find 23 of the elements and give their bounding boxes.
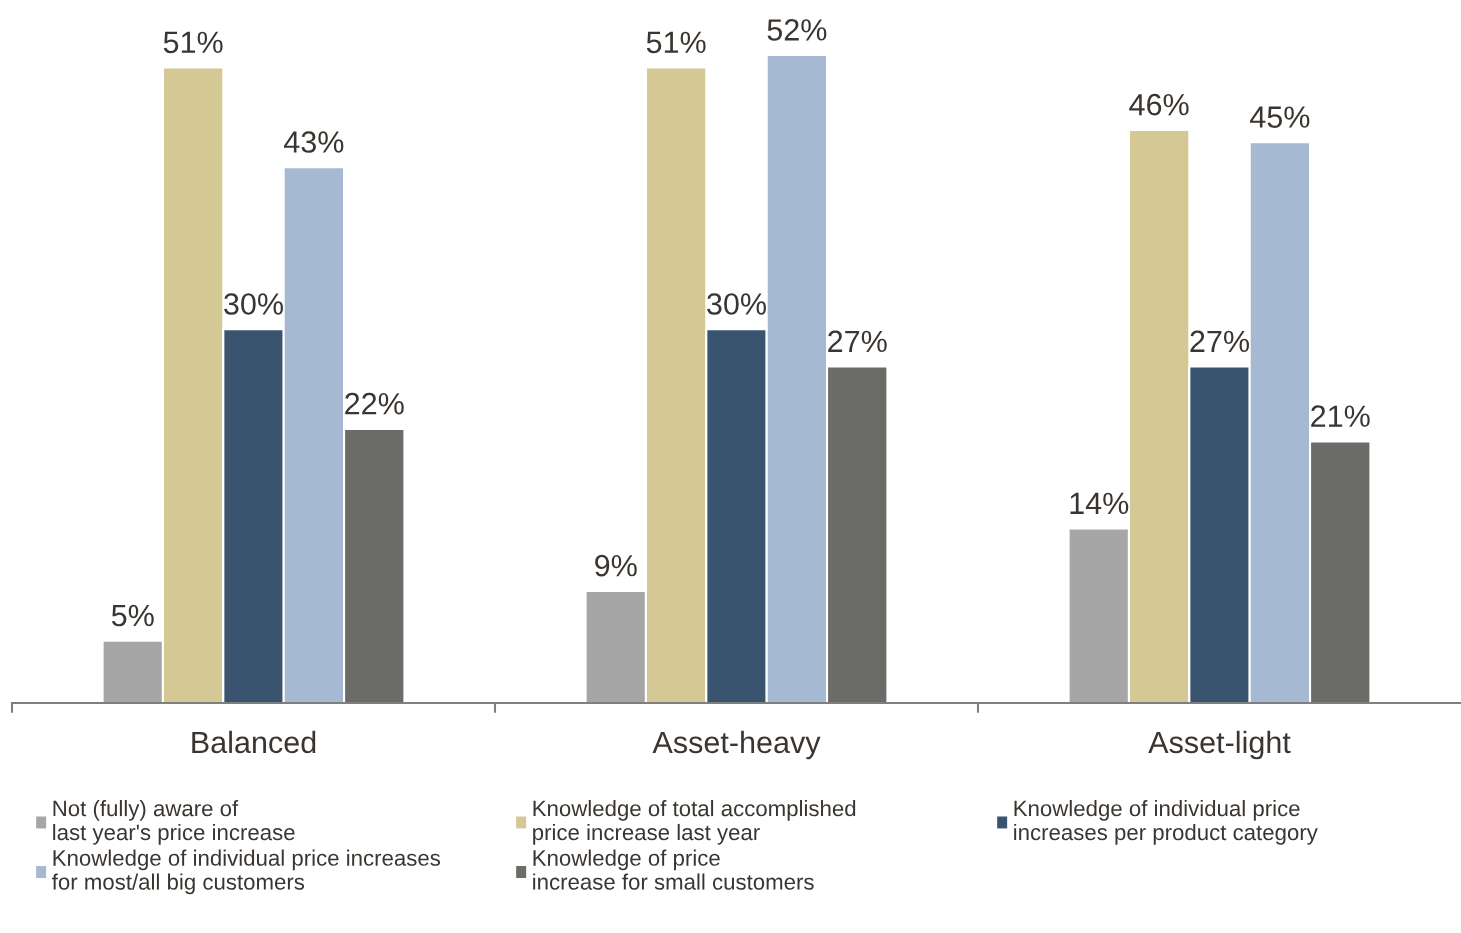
legend-label: Knowledge of individual price increases per product category xyxy=(1014,800,1318,845)
legend-label: Not (fully) aware of last year's price increase xyxy=(53,800,295,845)
data-label: 51% xyxy=(646,31,706,54)
data-label: 27% xyxy=(828,330,887,353)
legend-label: Knowledge of individual price increases for most/all big customers xyxy=(52,849,441,895)
data-label: 51% xyxy=(163,31,223,54)
x-tick-label: Balanced xyxy=(192,730,316,754)
x-tick-label: Asset-light xyxy=(1148,730,1291,760)
data-label: 52% xyxy=(767,19,827,41)
data-label: 30% xyxy=(224,293,283,315)
data-label: 22% xyxy=(345,392,404,415)
data-label: 27% xyxy=(1190,330,1249,353)
data-label: 21% xyxy=(1311,405,1370,427)
data-label: 14% xyxy=(1070,492,1129,515)
data-label: 5% xyxy=(111,604,154,627)
legend-label: Knowledge of total accomplished price increase last year xyxy=(533,800,856,845)
data-label: 30% xyxy=(707,293,766,315)
data-label: 43% xyxy=(284,131,344,153)
x-tick-label: Asset-heavy xyxy=(652,730,821,760)
legend-label: Knowledge of price increase for small customers xyxy=(533,849,814,890)
data-label: 46% xyxy=(1129,93,1189,116)
data-label: 9% xyxy=(595,554,637,577)
data-label: 45% xyxy=(1250,106,1310,128)
